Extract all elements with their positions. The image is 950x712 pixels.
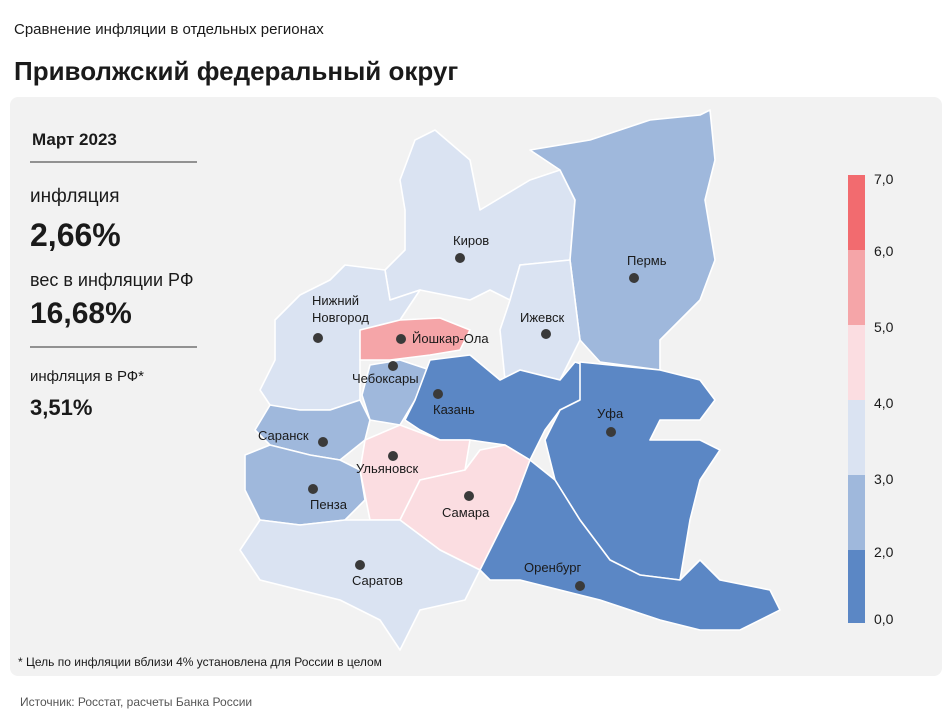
rf-value: 3,51%: [30, 395, 92, 420]
legend-tick: 4,0: [874, 395, 894, 411]
inflation-value: 2,66%: [30, 217, 121, 253]
legend-tick: 2,0: [874, 544, 894, 560]
city-dot: [629, 273, 639, 283]
title: Приволжский федеральный округ: [14, 56, 458, 86]
legend-swatch: [848, 175, 865, 250]
city-label: Ижевск: [520, 310, 565, 325]
city-label: Самара: [442, 505, 490, 520]
city-dot: [464, 491, 474, 501]
city-dot: [575, 581, 585, 591]
subtitle: Сравнение инфляции в отдельных регионах: [14, 21, 324, 38]
city-label: Казань: [433, 402, 475, 417]
city-dot: [313, 333, 323, 343]
city-labels: Киров Пермь Ижевск Нижний Новгород Йошка…: [258, 233, 667, 591]
region: [544, 361, 721, 581]
city-label: Саранск: [258, 428, 309, 443]
city-label: Новгород: [312, 310, 369, 325]
legend-swatch: [848, 400, 865, 475]
legend-tick: 0,0: [874, 611, 894, 627]
region: [404, 354, 601, 461]
region: [239, 519, 481, 651]
city-label: Оренбург: [524, 560, 581, 575]
city-dot: [318, 437, 328, 447]
city-label: Пенза: [310, 497, 348, 512]
legend-swatch: [848, 250, 865, 325]
rf-label: инфляция в РФ*: [30, 368, 144, 385]
map: [239, 109, 781, 651]
weight-value: 16,68%: [30, 297, 132, 330]
city-label: Йошкар-Ола: [412, 331, 489, 346]
city-label: Нижний: [312, 293, 359, 308]
region: [479, 459, 781, 631]
city-label: Уфа: [597, 406, 624, 421]
city-dot: [308, 484, 318, 494]
weight-label: вес в инфляции РФ: [30, 270, 194, 290]
city-dot: [388, 361, 398, 371]
city-dot: [606, 427, 616, 437]
city-label: Киров: [453, 233, 489, 248]
city-label: Чебоксары: [352, 371, 419, 386]
legend-swatch: [848, 475, 865, 550]
region: [361, 359, 431, 426]
region: [359, 317, 471, 361]
region: [244, 444, 366, 526]
city-dot: [541, 329, 551, 339]
legend-swatch: [848, 550, 865, 623]
legend-tick: 6,0: [874, 243, 894, 259]
footnote: * Цель по инфляции вблизи 4% установлена…: [18, 655, 382, 669]
legend: 7,0 6,0 5,0 4,0 3,0 2,0 0,0: [848, 171, 894, 627]
source: Источник: Росстат, расчеты Банка России: [20, 695, 252, 709]
legend-swatch: [848, 325, 865, 400]
city-dot: [396, 334, 406, 344]
legend-tick: 3,0: [874, 471, 894, 487]
inflation-label: инфляция: [30, 186, 119, 207]
city-label: Саратов: [352, 573, 403, 588]
city-dot: [388, 451, 398, 461]
city-dot: [355, 560, 365, 570]
city-label: Ульяновск: [356, 461, 418, 476]
city-dot: [455, 253, 465, 263]
city-dot: [433, 389, 443, 399]
legend-tick: 5,0: [874, 319, 894, 335]
city-label: Пермь: [627, 253, 667, 268]
period: Март 2023: [32, 130, 117, 149]
legend-tick: 7,0: [874, 171, 894, 187]
